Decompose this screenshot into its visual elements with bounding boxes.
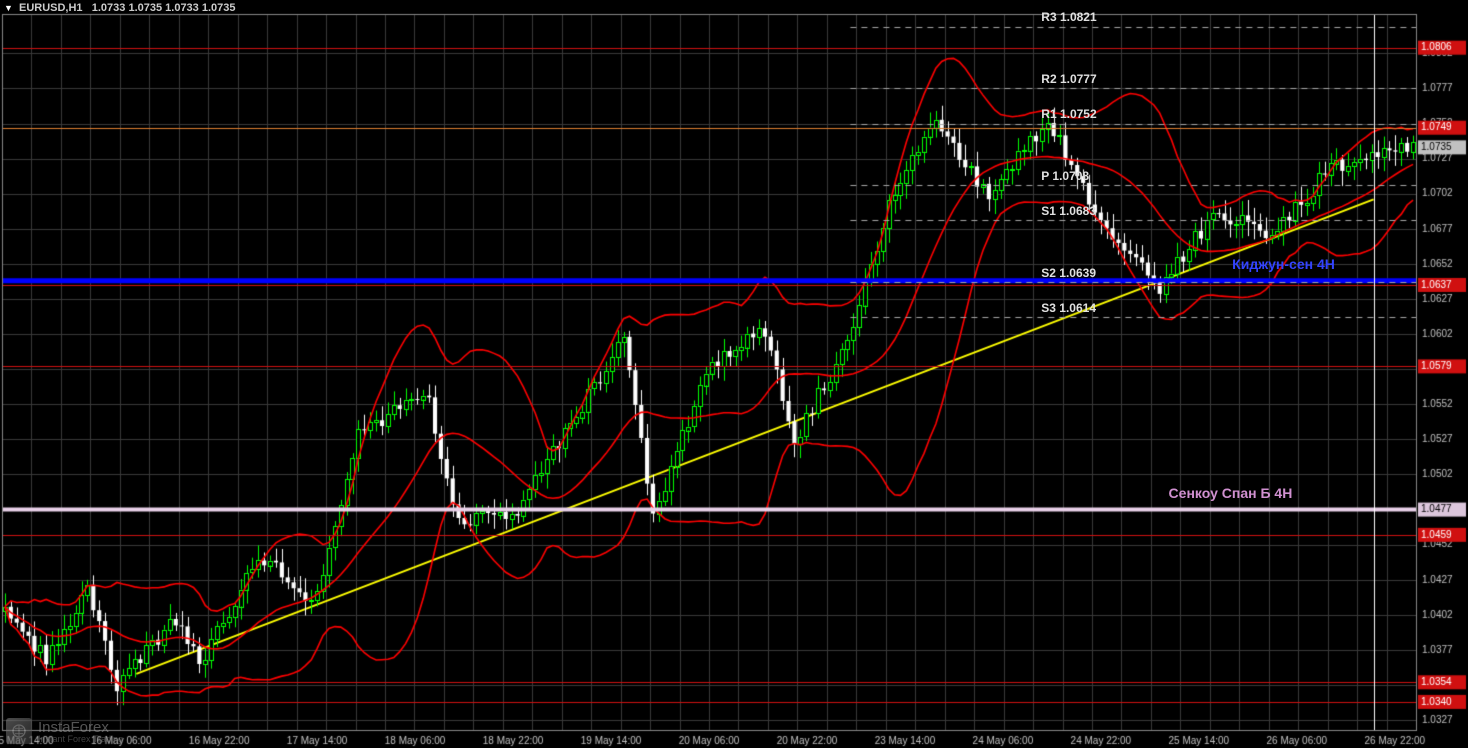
chart-text-annotation: P 1.0708 xyxy=(1041,169,1089,183)
chart-text-annotation: R3 1.0821 xyxy=(1041,10,1096,24)
chart-header: ▼ EURUSD,H1 1.0733 1.0735 1.0733 1.0735 xyxy=(4,2,236,14)
ohlc-values: 1.0733 1.0735 1.0733 1.0735 xyxy=(92,2,236,14)
chart-text-annotation: S3 1.0614 xyxy=(1041,301,1096,315)
instaforex-logo-icon xyxy=(6,718,32,744)
chevron-down-icon: ▼ xyxy=(4,3,13,13)
chart-text-annotation: Сенкоу Спан Б 4Н xyxy=(1169,485,1293,501)
chart-text-annotation: S2 1.0639 xyxy=(1041,266,1096,280)
chart-text-annotation: R1 1.0752 xyxy=(1041,107,1096,121)
brand-tagline: Instant Forex Trading xyxy=(38,734,123,744)
branding-watermark: InstaForex Instant Forex Trading xyxy=(6,718,123,744)
chart-container: ▼ EURUSD,H1 1.0733 1.0735 1.0733 1.0735 … xyxy=(0,0,1468,748)
symbol-timeframe: EURUSD,H1 xyxy=(19,2,83,14)
price-chart-canvas[interactable] xyxy=(0,0,1468,748)
chart-text-annotation: R2 1.0777 xyxy=(1041,72,1096,86)
chart-text-annotation: Киджун-сен 4Н xyxy=(1232,256,1335,272)
chart-text-annotation: S1 1.0683 xyxy=(1041,204,1096,218)
